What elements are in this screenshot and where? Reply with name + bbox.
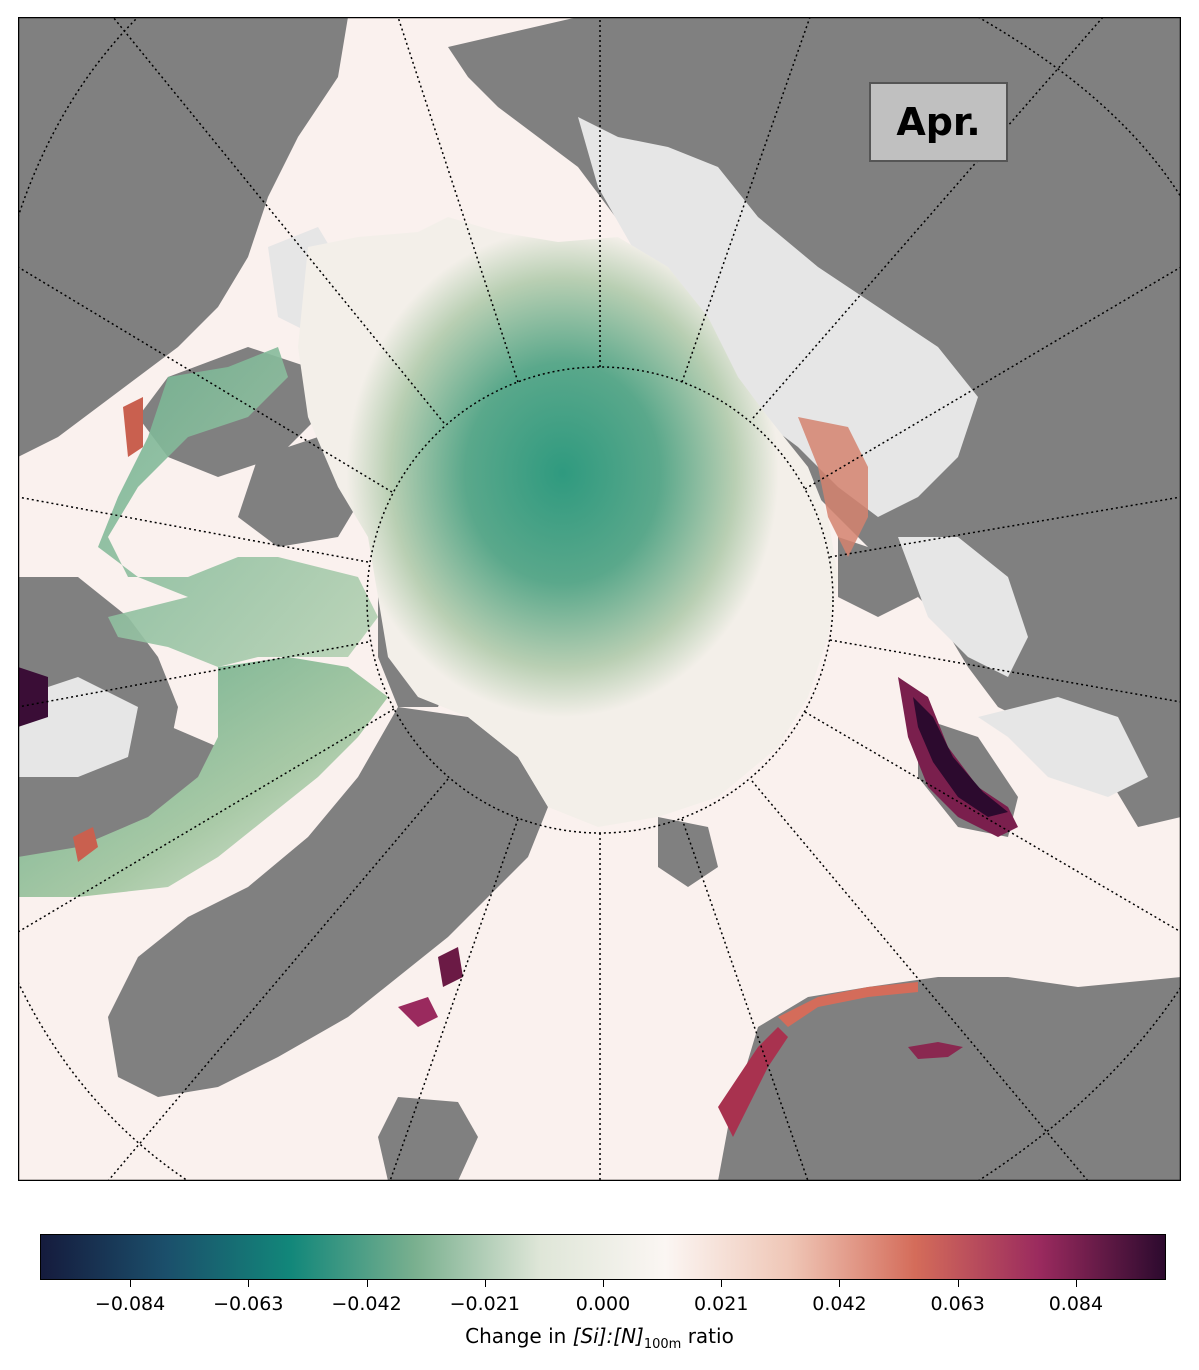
ice-east-siberian (578, 117, 978, 517)
outer-parallel-ne (977, 17, 1181, 198)
hudson-west-anomaly (18, 667, 48, 727)
meridian-5 (752, 17, 1104, 419)
colorbar-tick-label: −0.084 (94, 1293, 166, 1315)
meridian-17 (681, 818, 809, 1181)
graticule (18, 17, 1181, 1181)
colorbar-tick (1075, 1280, 1077, 1287)
colorbar-label-suffix: ratio (681, 1324, 734, 1348)
map-border (18, 17, 1181, 1181)
meridian-10 (18, 641, 369, 708)
svalbard (658, 817, 718, 887)
polar-map (18, 17, 1181, 1181)
colorbar-tick-label: 0.063 (930, 1293, 985, 1315)
baffin-anomaly (73, 827, 98, 862)
north-america-landmass (18, 17, 348, 457)
meridian-4 (112, 17, 445, 424)
outer-parallel-nw (18, 17, 139, 218)
meridian-15 (751, 780, 1089, 1181)
scandinavia (718, 977, 1181, 1181)
greenland-east-anomaly (438, 947, 463, 987)
colorbar-tick (839, 1280, 841, 1287)
baffin-bay-field (18, 657, 388, 897)
norway-north-anomaly (778, 982, 918, 1027)
outer-parallel-sw (18, 981, 189, 1181)
meridian-9 (829, 496, 1181, 558)
white-sea-anomaly (908, 1042, 963, 1059)
archipelago-channels (98, 347, 378, 667)
meridian-8 (18, 496, 369, 563)
kara-sea-core (913, 697, 1008, 817)
colorbar-tick (248, 1280, 250, 1287)
colorbar-tick (603, 1280, 604, 1287)
colorbar-tick-label: −0.063 (213, 1293, 284, 1315)
colorbar-tick-label: 0.042 (812, 1293, 867, 1315)
colorbar-tick-label: 0.021 (694, 1293, 749, 1315)
taymyr-peninsula (838, 537, 918, 617)
ellesmere-anomaly (123, 397, 143, 457)
colorbar-tick (957, 1280, 959, 1287)
colorbar-tick-label: 0.084 (1048, 1293, 1104, 1315)
ice-barents-east (978, 697, 1148, 797)
colorbar (40, 1234, 1166, 1280)
colorbar-label-subscript: 100m (643, 1337, 682, 1352)
colorbar-tick-label: −0.042 (331, 1293, 402, 1315)
meridian-16 (389, 818, 519, 1181)
arctic-ocean-field (298, 217, 838, 827)
siberian-coast-anomaly (798, 417, 868, 557)
greenland-fjord-anomaly (398, 997, 438, 1027)
colorbar-tick-label: 0.000 (575, 1293, 631, 1315)
month-label: Apr. (869, 82, 1008, 162)
colorbar-label-math: [Si]:[N] (572, 1324, 644, 1348)
norway-coast-anomaly (718, 1027, 788, 1137)
colorbar-label-prefix: Change in (465, 1324, 573, 1348)
colorbar-label: Change in [Si]:[N]100m ratio (0, 1324, 1199, 1352)
colorbar-tick (366, 1280, 368, 1287)
iceland (378, 1097, 478, 1181)
map-panel (18, 17, 1181, 1181)
ice-kara-sea (898, 537, 1028, 677)
colorbar-tick (484, 1280, 486, 1287)
positive-anomalies (18, 397, 1018, 1137)
colorbar-tick-label: −0.021 (449, 1293, 520, 1315)
colorbar-tick (130, 1280, 132, 1287)
greenland (108, 707, 548, 1097)
colorbar-tick (721, 1280, 723, 1287)
meridian-2 (397, 17, 519, 383)
